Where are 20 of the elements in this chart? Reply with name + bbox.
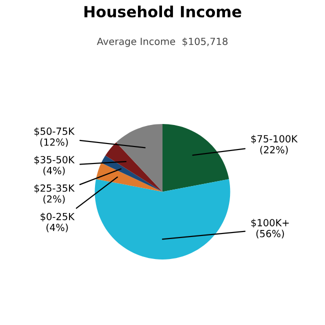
slice-label: $50-75K	[34, 127, 75, 136]
slice-label: $75-100K	[251, 134, 298, 144]
pie-slice	[96, 162, 162, 192]
data-label: (22%)	[260, 146, 288, 154]
slice-label: $25-35K	[34, 184, 75, 194]
slice-label: $0-25K	[40, 212, 75, 222]
pie-slice	[101, 155, 162, 192]
pie-slice	[94, 179, 230, 260]
data-label: (2%)	[43, 195, 65, 204]
data-label: (12%)	[40, 138, 68, 147]
data-label: (4%)	[43, 166, 65, 176]
slice-label: $35-50K	[34, 156, 75, 165]
pie-slice	[105, 142, 162, 192]
chart-title: Household Income	[84, 6, 242, 18]
slice-label: $100K+	[251, 218, 289, 228]
data-label: (56%)	[256, 230, 284, 238]
chart-subtitle: Average Income $105,718	[96, 38, 228, 47]
data-label: (4%)	[46, 224, 68, 232]
pie-slice	[116, 124, 162, 192]
pie-slice	[162, 124, 230, 192]
